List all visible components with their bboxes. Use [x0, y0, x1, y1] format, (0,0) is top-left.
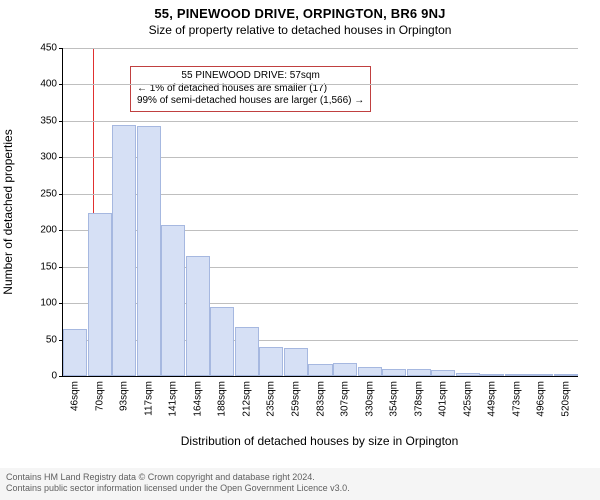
annotation-box: 55 PINEWOOD DRIVE: 57sqm← 1% of detached…	[130, 66, 371, 112]
bar	[259, 347, 283, 376]
bar	[358, 367, 382, 376]
x-tick-label: 496sqm	[536, 381, 547, 417]
chart-title: 55, PINEWOOD DRIVE, ORPINGTON, BR6 9NJ	[0, 0, 600, 21]
x-tick-label: 235sqm	[266, 381, 277, 417]
y-tick-label: 250	[40, 188, 63, 199]
gridline	[63, 121, 578, 122]
x-axis-label: Distribution of detached houses by size …	[62, 434, 577, 448]
bar	[161, 225, 185, 376]
y-tick-label: 300	[40, 152, 63, 163]
bar	[112, 125, 136, 376]
y-tick-label: 350	[40, 115, 63, 126]
chart-subtitle: Size of property relative to detached ho…	[0, 23, 600, 37]
annotation-line: 99% of semi-detached houses are larger (…	[137, 95, 364, 108]
bar	[554, 374, 578, 376]
x-tick-label: 330sqm	[364, 381, 375, 417]
x-tick-label: 259sqm	[290, 381, 301, 417]
y-tick-label: 50	[46, 334, 63, 345]
x-tick-label: 283sqm	[315, 381, 326, 417]
y-tick-label: 150	[40, 261, 63, 272]
bar	[63, 329, 87, 376]
bar	[210, 307, 234, 376]
bar	[333, 363, 357, 376]
x-tick-label: 212sqm	[241, 381, 252, 417]
attribution-footer: Contains HM Land Registry data © Crown c…	[0, 468, 600, 500]
x-tick-label: 70sqm	[94, 381, 105, 411]
x-tick-label: 164sqm	[192, 381, 203, 417]
x-tick-label: 93sqm	[119, 381, 130, 411]
bar	[235, 327, 259, 376]
footer-line-2: Contains public sector information licen…	[6, 483, 594, 494]
bar	[382, 369, 406, 376]
bar	[431, 370, 455, 376]
bar	[407, 369, 431, 376]
bar	[137, 126, 161, 376]
y-tick-label: 200	[40, 225, 63, 236]
x-tick-label: 307sqm	[340, 381, 351, 417]
gridline	[63, 84, 578, 85]
x-tick-label: 449sqm	[487, 381, 498, 417]
plot-area: 55 PINEWOOD DRIVE: 57sqm← 1% of detached…	[62, 48, 578, 377]
bar	[480, 374, 504, 376]
y-tick-label: 400	[40, 79, 63, 90]
bar	[88, 213, 112, 376]
bar	[505, 374, 529, 376]
y-axis-label: Number of detached properties	[1, 129, 15, 294]
x-tick-label: 354sqm	[389, 381, 400, 417]
gridline	[63, 48, 578, 49]
x-tick-label: 188sqm	[217, 381, 228, 417]
bar	[308, 364, 332, 376]
x-tick-label: 401sqm	[438, 381, 449, 417]
bar	[456, 373, 480, 376]
annotation-line: 55 PINEWOOD DRIVE: 57sqm	[137, 70, 364, 83]
x-tick-label: 473sqm	[511, 381, 522, 417]
x-tick-label: 46sqm	[70, 381, 81, 411]
y-tick-label: 450	[40, 43, 63, 54]
y-tick-label: 100	[40, 298, 63, 309]
bar	[284, 348, 308, 376]
x-tick-label: 425sqm	[462, 381, 473, 417]
x-tick-label: 520sqm	[560, 381, 571, 417]
x-tick-label: 378sqm	[413, 381, 424, 417]
x-tick-label: 117sqm	[143, 381, 154, 416]
x-tick-label: 141sqm	[168, 381, 179, 417]
bar	[186, 256, 210, 376]
chart-container: { "title": "55, PINEWOOD DRIVE, ORPINGTO…	[0, 0, 600, 500]
y-tick-label: 0	[51, 371, 63, 382]
footer-line-1: Contains HM Land Registry data © Crown c…	[6, 472, 594, 483]
bar	[529, 374, 553, 376]
